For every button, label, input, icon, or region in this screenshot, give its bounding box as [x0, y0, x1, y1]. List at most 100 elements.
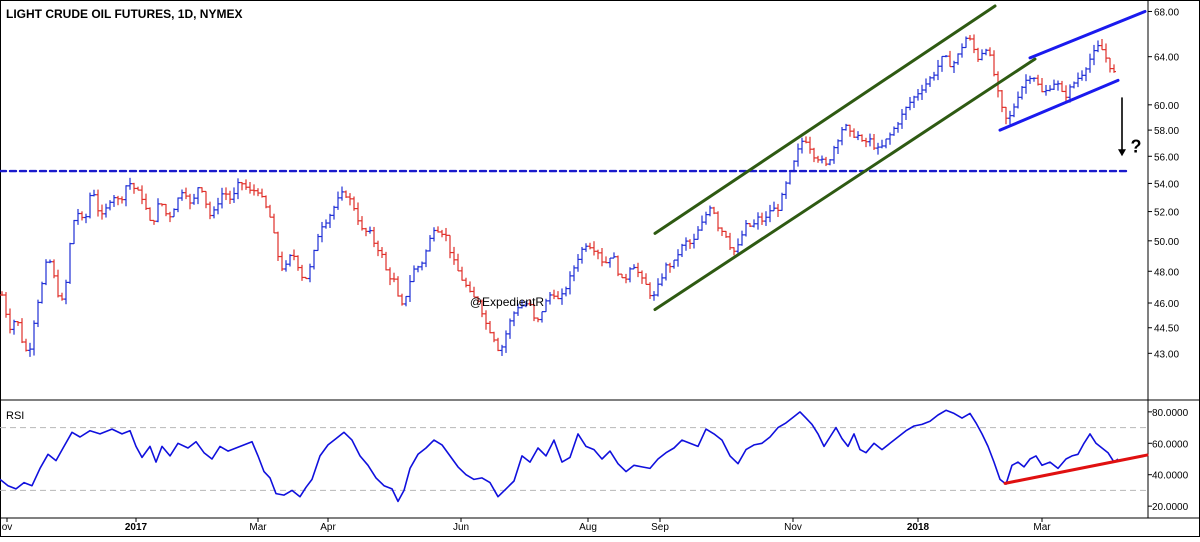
ohlc-bar: [512, 311, 516, 327]
ohlc-bar: [80, 211, 84, 221]
ohlc-bar: [1092, 44, 1096, 66]
ohlc-bar: [616, 255, 620, 277]
ohlc-bar: [560, 288, 564, 305]
rsi-tick-label: 80.0000: [1152, 408, 1189, 419]
ohlc-bar: [380, 247, 384, 258]
ohlc-bar: [332, 205, 336, 220]
ohlc-bar: [352, 196, 356, 211]
ohlc-bar: [700, 215, 704, 231]
ohlc-bar: [536, 317, 540, 323]
watermark-handle: @ExpedientR: [470, 295, 545, 309]
ohlc-bar: [24, 338, 28, 352]
time-tick-label: 2018: [907, 522, 930, 533]
time-tick-label: Sep: [651, 522, 669, 533]
ohlc-bar: [1084, 67, 1088, 82]
ohlc-bar: [752, 219, 756, 228]
ohlc-bar: [188, 193, 192, 210]
ohlc-bar: [288, 254, 292, 267]
ohlc-bar: [496, 337, 500, 352]
ohlc-bar: [108, 200, 112, 211]
ohlc-bar: [484, 310, 488, 330]
ohlc-bar: [796, 143, 800, 167]
ohlc-bar: [64, 279, 68, 305]
ohlc-bar: [904, 106, 908, 120]
ohlc-bar: [548, 292, 552, 305]
ohlc-bar: [1020, 85, 1024, 100]
ohlc-bar: [428, 235, 432, 252]
price-tick-label: 43.00: [1154, 349, 1179, 360]
ohlc-bar: [16, 321, 20, 326]
ohlc-bar: [632, 264, 636, 270]
ohlc-bar: [1052, 79, 1056, 91]
ohlc-bar: [736, 238, 740, 254]
ohlc-bar: [980, 49, 984, 61]
ohlc-bar: [84, 213, 88, 224]
ohlc-bar: [732, 247, 736, 256]
ohlc-bar: [244, 179, 248, 190]
price-tick-label: 46.00: [1154, 299, 1179, 310]
price-bars: [0, 34, 1116, 357]
ohlc-bar: [280, 251, 284, 272]
ohlc-bar: [816, 155, 820, 163]
ohlc-bar: [952, 60, 956, 74]
ohlc-bar: [804, 136, 808, 144]
ohlc-bar: [696, 226, 700, 240]
ohlc-bar: [76, 208, 80, 225]
ohlc-bar: [304, 276, 308, 280]
ohlc-bar: [628, 267, 632, 283]
wedge-lower: [998, 78, 1120, 132]
lower-channel: [653, 57, 1037, 312]
ohlc-bar: [516, 303, 520, 316]
rsi-tick-label: 60.0000: [1152, 439, 1189, 450]
ohlc-bar: [1104, 43, 1108, 63]
ohlc-bar: [884, 138, 888, 149]
ohlc-bar: [544, 298, 548, 313]
ohlc-bar: [284, 260, 288, 272]
ohlc-bar: [400, 293, 404, 306]
ohlc-bar: [1072, 81, 1076, 89]
ohlc-bar: [308, 263, 312, 283]
ohlc-bar: [184, 187, 188, 200]
ohlc-bar: [684, 237, 688, 251]
ohlc-bar: [1088, 53, 1092, 73]
ohlc-bar: [608, 257, 612, 268]
ohlc-bar: [672, 259, 676, 269]
ohlc-bar: [340, 186, 344, 201]
ohlc-bar: [416, 265, 420, 273]
ohlc-bar: [124, 185, 128, 207]
ohlc-bar: [760, 212, 764, 225]
ohlc-bar: [252, 184, 256, 196]
ohlc-bar: [928, 76, 932, 87]
price-tick-label: 60.00: [1154, 101, 1179, 112]
ohlc-bar: [780, 192, 784, 212]
ohlc-bar: [988, 47, 992, 57]
ohlc-bar: [300, 264, 304, 281]
ohlc-bar: [896, 121, 900, 133]
ohlc-bar: [528, 299, 532, 306]
ohlc-bar: [328, 213, 332, 228]
ohlc-bar: [196, 187, 200, 205]
ohlc-bar: [140, 185, 144, 205]
ohlc-bar: [748, 223, 752, 227]
ohlc-bar: [208, 201, 212, 220]
rsi-panel: [0, 427, 1148, 491]
ohlc-bar: [220, 187, 224, 209]
ohlc-bar: [264, 195, 268, 209]
ohlc-bar: [888, 132, 892, 145]
time-tick-label: Jun: [453, 522, 469, 533]
ohlc-bar: [552, 289, 556, 300]
time-tick-label: Nov: [784, 522, 802, 533]
rsi-series: [0, 409, 1149, 503]
ohlc-bar: [740, 230, 744, 246]
ohlc-bar: [448, 234, 452, 259]
ohlc-bar: [504, 330, 508, 353]
ohlc-bar: [836, 139, 840, 155]
ohlc-bar: [984, 48, 988, 56]
ohlc-bar: [900, 109, 904, 129]
ohlc-bar: [348, 193, 352, 206]
ohlc-bar: [1032, 77, 1036, 82]
ohlc-bar: [676, 249, 680, 267]
ohlc-bar: [720, 227, 724, 237]
ohlc-bar: [876, 142, 880, 155]
ohlc-bar: [92, 189, 96, 197]
